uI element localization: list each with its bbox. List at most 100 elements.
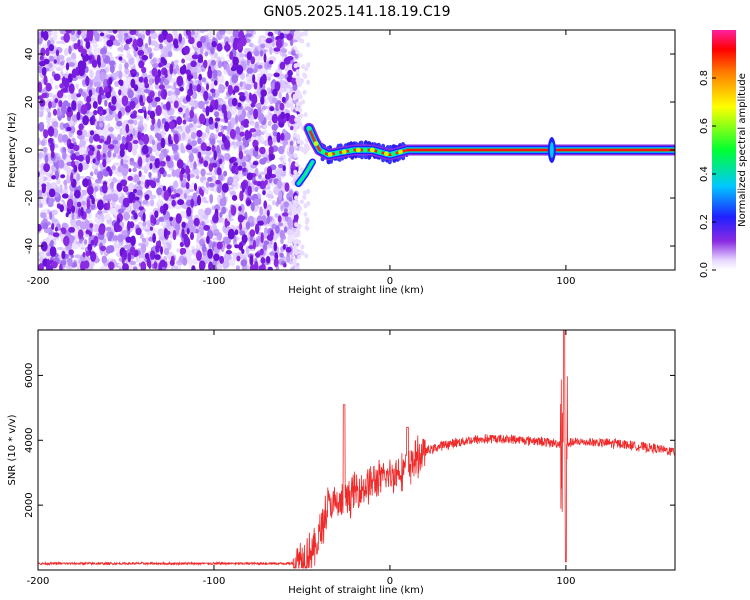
noise-blob-dark — [238, 92, 245, 96]
noise-blob-edge — [304, 148, 309, 154]
noise-blob-dark — [171, 199, 176, 207]
noise-blob-mid — [48, 62, 53, 69]
noise-blob-light — [203, 200, 209, 204]
noise-blob-dark — [146, 95, 153, 104]
noise-blob-light — [119, 127, 124, 136]
noise-blob-mid — [262, 243, 268, 252]
noise-blob-mid — [232, 30, 240, 39]
noise-blob-mid — [201, 77, 207, 83]
noise-blob-dark — [191, 54, 199, 60]
noise-blob-mid — [240, 259, 248, 267]
noise-blob-dark — [45, 47, 50, 57]
noise-blob-dark — [168, 121, 176, 130]
noise-blob-dark — [253, 180, 258, 185]
noise-blob-light — [288, 157, 292, 163]
noise-blob-dark — [38, 224, 42, 232]
noise-blob-mid — [192, 114, 198, 125]
noise-blob-mid — [191, 91, 198, 100]
noise-blob-dark — [76, 201, 82, 208]
noise-blob-edge — [296, 232, 301, 237]
noise-blob-light — [225, 30, 232, 34]
noise-blob-light — [223, 253, 232, 261]
noise-blob-light — [59, 184, 63, 194]
noise-blob-mid — [210, 59, 217, 66]
y-tick-label: 20 — [24, 96, 35, 109]
noise-blob-mid — [104, 99, 108, 107]
noise-blob-dark — [59, 263, 63, 270]
noise-blob-light — [205, 172, 214, 176]
noise-blob-mid — [99, 72, 106, 82]
noise-blob-light — [75, 83, 79, 89]
noise-blob-mid — [90, 171, 94, 177]
noise-blob-dark — [85, 250, 90, 257]
noise-blob-edge — [299, 167, 304, 173]
spectrogram-x-ticks: -200 -100 0 100 — [27, 30, 575, 287]
noise-blob-light — [64, 184, 68, 190]
noise-blob-mid — [200, 36, 207, 43]
noise-blob-dark — [210, 88, 216, 94]
noise-blob-dark — [77, 30, 82, 35]
noise-blob-dark — [249, 229, 256, 238]
noise-blob-dark — [66, 198, 74, 210]
noise-blob-mid — [216, 144, 221, 154]
noise-blob-dark — [269, 106, 275, 112]
noise-blob-dark — [133, 188, 137, 194]
noise-blob-dark — [218, 158, 223, 165]
noise-blob-light — [247, 102, 251, 106]
noise-blob-dark — [231, 97, 238, 107]
noise-blob-dark — [207, 69, 213, 79]
noise-blob-mid — [227, 176, 234, 184]
noise-blob-light — [163, 46, 170, 55]
noise-blob-mid — [96, 120, 101, 130]
noise-blob-light — [180, 148, 186, 154]
noise-blob-dark — [48, 137, 54, 144]
noise-blob-mid — [93, 81, 101, 87]
noise-blob-mid — [173, 81, 177, 91]
noise-blob-mid — [62, 100, 69, 107]
noise-blob-dark — [117, 110, 122, 119]
y-tick-label: -20 — [24, 190, 35, 206]
noise-blob-dark — [268, 139, 273, 146]
ridge-spot — [320, 149, 326, 155]
noise-blob-dark — [162, 203, 169, 212]
noise-blob-dark — [164, 72, 168, 78]
noise-blob-light — [229, 257, 236, 267]
noise-blob-dark — [257, 220, 264, 226]
y-tick-label: 2000 — [24, 492, 35, 517]
noise-blob-edge — [295, 69, 300, 75]
noise-blob-dark — [156, 240, 161, 247]
noise-blob-edge — [306, 42, 311, 48]
noise-blob-mid — [200, 66, 206, 72]
noise-blob-light — [224, 96, 231, 100]
noise-blob-mid — [89, 79, 93, 88]
noise-blob-mid — [255, 129, 262, 137]
ridge-spot — [341, 149, 347, 155]
noise-blob-dark — [68, 226, 75, 233]
noise-blob-light — [52, 33, 58, 41]
noise-blob-dark — [91, 197, 95, 205]
noise-blob-dark — [136, 37, 144, 48]
noise-blob-light — [38, 162, 41, 169]
noise-blob-mid — [235, 265, 240, 270]
noise-blob-dark — [290, 125, 294, 131]
noise-blob-light — [266, 204, 272, 212]
snr-panel: -200 -100 0 100 2000 4000 6000 Height of stra… — [7, 329, 676, 596]
noise-blob-mid — [212, 241, 216, 248]
noise-blob-mid — [208, 182, 215, 188]
noise-blob-dark — [260, 232, 264, 244]
noise-blob-dark — [76, 93, 82, 98]
noise-blob-light — [169, 155, 176, 159]
noise-blob-dark — [193, 183, 198, 191]
noise-blob-mid — [288, 221, 293, 230]
spectrogram-y-axis-label: Frequency (Hz) — [7, 112, 18, 188]
noise-blob-light — [195, 244, 201, 250]
noise-blob-mid — [105, 245, 112, 254]
noise-blob-dark — [238, 242, 244, 251]
noise-blob-dark — [96, 54, 101, 66]
noise-blob-mid — [206, 41, 211, 51]
noise-blob-dark — [280, 132, 285, 141]
noise-blob-edge — [302, 72, 306, 78]
noise-blob-edge — [302, 194, 307, 200]
noise-blob-dark — [273, 257, 279, 268]
noise-blob-dark — [237, 165, 243, 171]
